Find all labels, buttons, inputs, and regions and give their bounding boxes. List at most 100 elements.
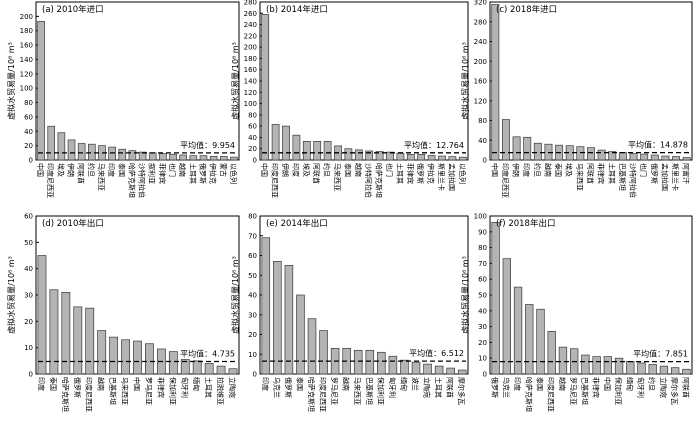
y-tick-label: 100 — [20, 85, 33, 93]
bar — [388, 355, 398, 375]
bar — [199, 155, 208, 161]
y-tick-label: 70 — [478, 260, 487, 268]
plot-frame — [489, 1, 693, 161]
bar — [672, 156, 681, 161]
category-label: 阿联酋 — [446, 377, 455, 398]
bar — [512, 136, 521, 161]
bar — [423, 363, 432, 375]
bar — [457, 369, 467, 375]
category-label: 缅甸 — [192, 377, 201, 391]
mean-label: 平均值：14.878 — [628, 140, 688, 150]
y-tick-label: 60 — [24, 113, 33, 121]
y-tick-label: 20 — [248, 331, 257, 339]
bar — [121, 339, 130, 375]
bar — [502, 258, 511, 375]
category-label: 泰国 — [49, 377, 58, 391]
y-tick-label: 50 — [478, 292, 487, 300]
panel-title: (c) 2018年进口 — [496, 4, 557, 15]
bar — [603, 356, 612, 375]
category-label: 马来西亚 — [575, 163, 583, 191]
bar — [525, 304, 534, 375]
y-tick-label: 60 — [478, 276, 487, 284]
category-label: 印度 — [261, 377, 270, 391]
category-label: 泰国 — [343, 163, 352, 177]
category-label: 约旦 — [87, 163, 96, 177]
category-label: 叙利亚 — [148, 163, 157, 184]
y-tick-label: 80 — [24, 99, 33, 107]
panel-title: (f) 2018年出口 — [496, 218, 555, 229]
bar — [138, 151, 147, 161]
bar — [491, 4, 500, 161]
y-tick-label: 60 — [24, 213, 33, 221]
y-tick-label: 160 — [474, 78, 487, 86]
chart-panel-5: 0 10 20 30 40 50 60 70 80 虚拟水贸易量/10⁸ m³ 平均值：6.512 (… — [230, 213, 469, 412]
y-tick-label: 100 — [474, 213, 487, 221]
category-label: 俄罗斯 — [284, 377, 293, 398]
category-label: 摩尔多瓦 — [670, 377, 679, 405]
category-label: 巴基斯坦 — [109, 377, 118, 405]
y-tick-label: 280 — [474, 18, 487, 26]
bar — [648, 364, 657, 375]
bar — [261, 237, 271, 375]
category-label: 印度尼西亚 — [85, 377, 94, 412]
category-label: 马来西亚 — [333, 163, 341, 191]
category-label: 孟加拉国 — [447, 163, 456, 191]
category-label: 约旦 — [648, 377, 657, 391]
y-tick-label: 0 — [483, 157, 487, 165]
bar — [682, 368, 691, 375]
bar — [434, 365, 444, 375]
bar — [446, 367, 455, 375]
bar — [576, 146, 585, 161]
y-tick-label: 120 — [20, 70, 33, 78]
bar — [344, 148, 353, 161]
bar — [671, 367, 680, 375]
bar — [219, 156, 228, 161]
bar — [626, 361, 635, 375]
category-label: 哈萨克斯坦 — [307, 377, 316, 412]
category-label: 匈牙利 — [180, 377, 189, 398]
y-tick-label: 260 — [244, 10, 257, 18]
bar — [57, 132, 66, 161]
y-tick-label: 120 — [474, 97, 487, 105]
plot-frame — [259, 1, 469, 161]
mean-label: 平均值：7.851 — [633, 349, 688, 359]
bar — [365, 349, 375, 375]
bar — [282, 125, 290, 161]
chart-panel-6: 0 10 20 30 40 50 60 70 80 90 100 虚拟水贸易量/10⁸ m³ 平均值：7… — [460, 213, 693, 412]
category-label: 也门 — [168, 163, 177, 177]
y-tick-label: 280 — [244, 0, 257, 7]
y-tick-label: 10 — [24, 344, 33, 352]
category-label: 土耳其 — [395, 163, 404, 184]
bar — [513, 286, 523, 375]
category-label: 伊朗 — [512, 163, 521, 177]
bar — [581, 354, 590, 375]
category-label: 阿联酋 — [77, 163, 86, 184]
category-label: 俄罗斯 — [416, 163, 425, 184]
category-label: 乌克兰 — [502, 377, 511, 398]
category-label: 埃及 — [56, 163, 65, 177]
bar — [614, 357, 624, 375]
bar — [637, 362, 646, 375]
y-tick-label: 240 — [474, 38, 487, 46]
chart-panel-4: 0 10 20 30 40 50 60 虚拟水贸易量/10⁸ m³ 平均值：4.735 (d) 2… — [6, 213, 240, 412]
category-label: 菲律宾 — [406, 163, 415, 184]
bar — [313, 141, 322, 161]
category-label: 哈萨克斯坦 — [61, 377, 70, 412]
y-tick-label: 30 — [248, 311, 257, 319]
category-label: 中国 — [36, 163, 45, 177]
bar — [587, 147, 595, 161]
category-label: 孟加拉国 — [660, 163, 669, 191]
bar — [427, 155, 436, 161]
category-label: 罗马尼亚 — [330, 377, 338, 405]
bar — [365, 150, 374, 161]
category-label: 以色列 — [229, 163, 238, 184]
bar — [108, 146, 116, 161]
category-label: 越南 — [178, 163, 187, 177]
y-tick-label: 40 — [478, 307, 487, 315]
y-tick-label: 240 — [244, 21, 257, 29]
y-tick-label: 20 — [24, 142, 33, 150]
bar — [629, 153, 638, 161]
bar — [145, 343, 154, 375]
category-label: 印度尼西亚 — [319, 377, 328, 412]
y-tick-label: 100 — [244, 100, 257, 108]
